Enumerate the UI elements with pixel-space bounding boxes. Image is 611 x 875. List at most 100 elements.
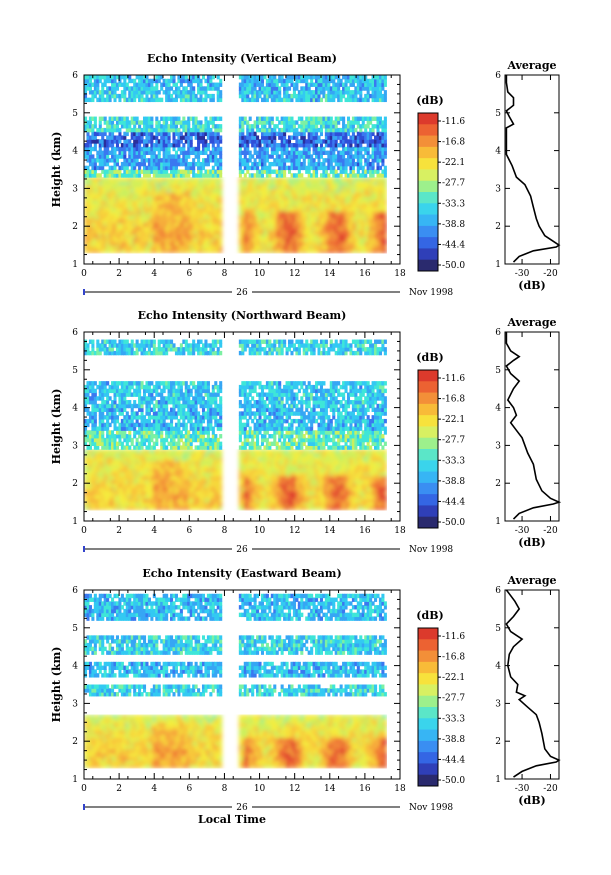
heatmap-cell: [273, 245, 277, 250]
heatmap-cell: [140, 207, 144, 212]
heatmap-cell: [263, 233, 267, 239]
heatmap-cell: [329, 233, 333, 239]
heatmap-cell: [113, 161, 117, 167]
heatmap-cell: [317, 245, 321, 250]
heatmap-cell: [189, 143, 193, 148]
heatmap-cell: [381, 233, 385, 239]
heatmap-cell: [290, 229, 294, 235]
heatmap-cell: [123, 248, 127, 254]
heatmap-cell: [184, 245, 188, 250]
heatmap-cell: [125, 169, 129, 174]
heatmap-cell: [278, 177, 282, 182]
heatmap-cell: [260, 229, 265, 235]
heatmap-cell: [256, 97, 260, 103]
colorbar-swatch: [418, 225, 438, 238]
heatmap-cell: [280, 245, 284, 250]
heatmap-cell: [295, 82, 299, 87]
heatmap-cell: [147, 184, 151, 189]
heatmap-cell: [123, 78, 127, 84]
heatmap-cell: [150, 165, 154, 171]
heatmap-cell: [98, 188, 102, 193]
heatmap-cell: [327, 226, 331, 231]
heatmap-cell: [88, 245, 92, 250]
heatmap-cell: [172, 78, 176, 84]
heatmap-cell: [96, 203, 100, 208]
heatmap-cell: [118, 135, 122, 140]
heatmap-cell: [138, 237, 142, 242]
heatmap-cell: [98, 97, 102, 103]
heatmap-cell: [86, 139, 90, 144]
heatmap-cell: [93, 188, 97, 193]
heatmap-cell: [280, 75, 284, 80]
heatmap-cell: [288, 211, 292, 216]
heatmap-cell: [192, 226, 196, 231]
heatmap-cell: [319, 233, 324, 239]
heatmap-cell: [253, 199, 257, 205]
heatmap-cell: [238, 188, 242, 193]
heatmap-cell: [150, 211, 154, 216]
heatmap-cell: [91, 97, 95, 103]
heatmap-cell: [182, 146, 186, 152]
heatmap-cell: [275, 82, 279, 87]
heatmap-cell: [256, 203, 260, 208]
heatmap-cell: [120, 165, 124, 171]
heatmap-cell: [187, 199, 191, 205]
heatmap-cell: [147, 214, 151, 220]
heatmap-cell: [167, 90, 171, 95]
heatmap-cell: [305, 218, 309, 224]
heatmap-cell: [111, 173, 115, 178]
heatmap-cell: [366, 229, 370, 235]
heatmap-cell: [165, 120, 169, 125]
heatmap-cell: [135, 93, 139, 99]
heatmap-cell: [376, 195, 380, 201]
heatmap-cell: [381, 177, 385, 182]
heatmap-cell: [278, 245, 282, 250]
heatmap-cell: [268, 124, 272, 129]
heatmap-cell: [216, 180, 220, 186]
heatmap-cell: [302, 131, 306, 137]
heatmap-cell: [174, 82, 178, 87]
heatmap-cell: [290, 177, 294, 182]
heatmap-cell: [300, 237, 304, 242]
heatmap-cell: [125, 124, 129, 129]
heatmap-cell: [106, 195, 110, 201]
heatmap-cell: [329, 237, 333, 242]
heatmap-cell: [182, 229, 186, 235]
heatmap-cell: [288, 222, 292, 227]
heatmap-cell: [123, 199, 127, 205]
heatmap-cell: [369, 177, 373, 182]
heatmap-cell: [359, 199, 363, 205]
heatmap-cell: [147, 245, 151, 250]
heatmap-cell: [280, 203, 284, 208]
heatmap-cell: [91, 165, 95, 171]
heatmap-cell: [260, 237, 265, 242]
heatmap-cell: [359, 245, 363, 250]
heatmap-cell: [256, 214, 260, 220]
heatmap-cell: [177, 154, 181, 159]
heatmap-cell: [135, 226, 139, 231]
heatmap-cell: [118, 127, 122, 133]
heatmap-cell: [170, 165, 174, 171]
heatmap-cell: [98, 161, 102, 167]
heatmap-cell: [324, 222, 328, 227]
heatmap-cell: [123, 158, 127, 163]
heatmap-cell: [248, 195, 252, 201]
heatmap-cell: [359, 161, 363, 167]
heatmap-cell: [140, 169, 144, 174]
heatmap-cell: [160, 82, 164, 87]
heatmap-cell: [366, 192, 370, 197]
heatmap-cell: [167, 97, 171, 103]
heatmap-cell: [179, 199, 183, 205]
heatmap-cell: [351, 184, 355, 189]
heatmap-cell: [275, 218, 279, 224]
heatmap-cell: [211, 184, 215, 189]
heatmap-cell: [111, 211, 115, 216]
heatmap-cell: [101, 241, 105, 246]
heatmap-cell: [307, 211, 311, 216]
heatmap-cell: [96, 199, 100, 205]
heatmap-cell: [253, 180, 257, 186]
heatmap-cell: [111, 188, 115, 193]
heatmap-cell: [155, 139, 159, 144]
heatmap-cell: [150, 184, 154, 189]
